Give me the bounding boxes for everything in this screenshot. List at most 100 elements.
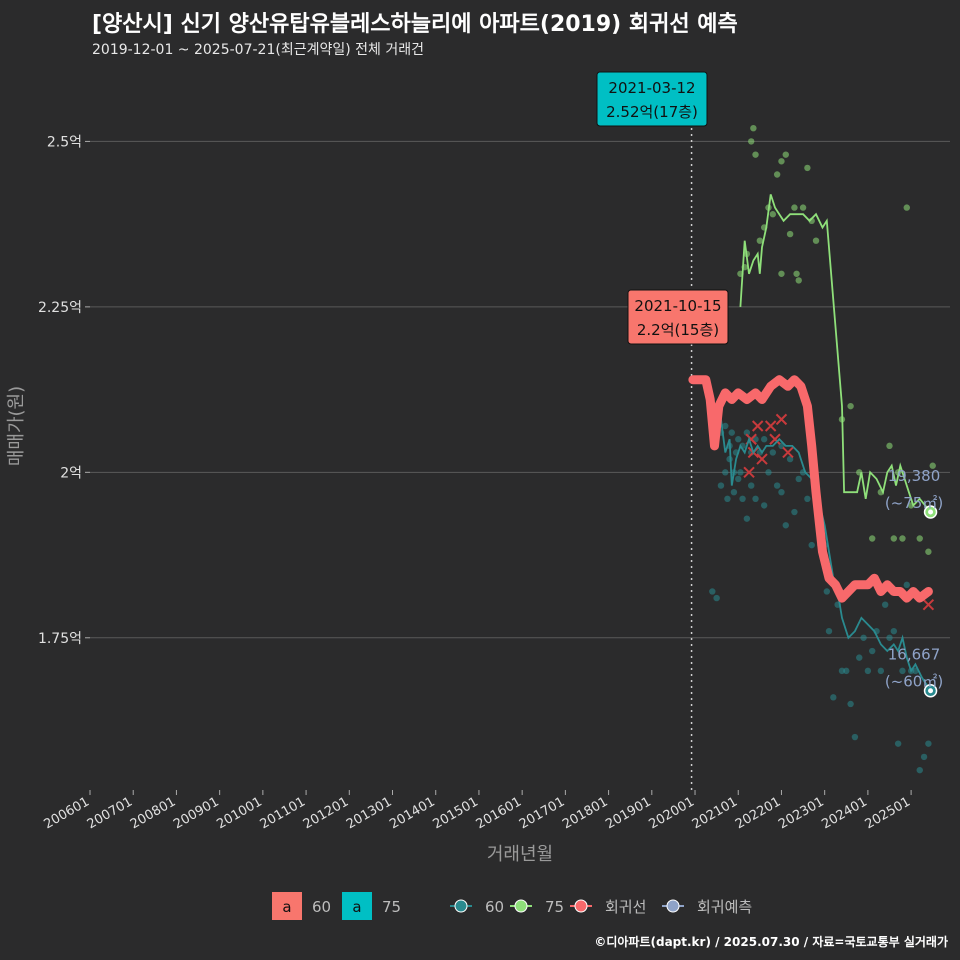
callout-box: [596, 71, 708, 127]
scatter-point-75: [916, 535, 923, 542]
scatter-point-75: [886, 442, 893, 450]
legend-label-key: [272, 892, 302, 920]
scatter-point-60: [722, 469, 729, 476]
scatter-point-75: [778, 270, 785, 277]
legend-label-text: 75: [382, 898, 401, 916]
legend-label-key-text: a: [352, 898, 361, 916]
scatter-point-60: [890, 627, 898, 635]
scatter-point-60: [795, 475, 802, 483]
forecast-size-label: (~60㎡): [885, 673, 943, 691]
regression-cross-mark: [756, 453, 768, 465]
scatter-point-60: [752, 495, 759, 502]
scatter-point-75: [869, 535, 876, 542]
regression-cross-mark: [782, 446, 794, 459]
legend-line-marker: [574, 899, 588, 913]
scatter-point-75: [782, 151, 789, 158]
scatter-point-60: [881, 601, 889, 608]
scatter-point-60: [743, 515, 751, 522]
y-tick-label: 2억: [60, 465, 82, 481]
scatter-point-60: [903, 581, 910, 589]
scatter-point-75: [750, 124, 757, 132]
scatter-point-60: [916, 766, 923, 774]
regression-cross-mark: [751, 420, 764, 432]
scatter-point-75: [799, 204, 807, 211]
y-tick-label: 1.75억: [38, 631, 82, 647]
scatter-point-60: [778, 488, 785, 496]
scatter-point-60: [743, 429, 751, 436]
y-axis-title: 매매가(원): [6, 386, 27, 466]
scatter-point-60: [808, 541, 815, 549]
x-tick-label: 201601: [474, 794, 524, 832]
scatter-point-60: [765, 469, 772, 476]
scatter-point-60: [717, 482, 725, 489]
x-tick-label: 200901: [171, 794, 221, 832]
x-tick-label: 202501: [863, 794, 913, 832]
scatter-point-60: [748, 482, 755, 489]
x-tick-label: 201001: [214, 794, 264, 832]
scatter-point-60: [823, 588, 831, 595]
scatter-point-60: [825, 627, 833, 635]
legend-line-marker: [666, 899, 680, 913]
x-tick-label: 200801: [128, 794, 178, 832]
forecast-end-marker-dot: [928, 509, 934, 515]
scatter-point-60: [735, 475, 742, 483]
scatter-point-60: [730, 488, 738, 496]
regression-cross-mark: [764, 420, 777, 432]
callout-date: 2021-03-12: [608, 79, 695, 97]
scatter-point-75: [812, 237, 820, 244]
y-tick-label: 2.25억: [38, 300, 82, 316]
x-tick-label: 200601: [42, 794, 92, 832]
scatter-point-60: [735, 436, 742, 443]
forecast-end-marker-dot: [928, 688, 934, 694]
scatter-point-60: [869, 647, 876, 655]
regression-cross-mark: [769, 433, 781, 445]
scatter-point-75: [929, 462, 936, 469]
forecast-size-label: (~75㎡): [885, 494, 943, 512]
scatter-point-60: [773, 482, 781, 489]
scatter-point-60: [856, 654, 863, 661]
x-tick-label: 200701: [85, 794, 135, 832]
scatter-point-60: [728, 429, 735, 436]
legend-label-key-text: a: [282, 898, 291, 916]
x-tick-label: 201901: [603, 794, 653, 832]
scatter-point-75: [778, 158, 785, 165]
scatter-point-60: [843, 667, 850, 675]
x-tick-label: 202301: [776, 794, 826, 832]
scatter-point-75: [752, 151, 759, 158]
chart-title: [양산시] 신기 양산유탑유블레스하늘리에 아파트(2019) 회귀선 예측: [92, 12, 738, 37]
chart-subtitle: 2019-12-01 ~ 2025-07-21(최근계약일) 전체 거래건: [92, 42, 424, 58]
legend-label-text: 60: [312, 898, 331, 916]
scatter-point-60: [851, 733, 859, 741]
scatter-point-60: [739, 495, 746, 502]
scatter-point-60: [920, 753, 928, 761]
scatter-point-60: [713, 594, 720, 602]
legend-line-marker: [514, 899, 528, 913]
scatter-point-75: [890, 535, 898, 542]
trend-line-75: [739, 194, 932, 513]
scatter-point-60: [899, 667, 906, 675]
x-tick-label: 202101: [690, 794, 740, 832]
forecast-value-label: 16,667: [888, 646, 941, 664]
scatter-point-60: [782, 522, 789, 529]
scatter-point-60: [804, 495, 811, 502]
scatter-point-75: [795, 277, 802, 284]
callout-price: 2.52억(17층): [606, 103, 698, 121]
scatter-point-75: [899, 535, 906, 542]
callout-box: [627, 289, 729, 345]
regression-cross-mark: [922, 598, 935, 611]
x-tick-label: 201401: [387, 794, 437, 832]
x-tick-label: 201201: [301, 794, 351, 832]
legend-line-text: 75: [545, 898, 564, 916]
x-tick-label: 202001: [647, 794, 697, 832]
scatter-point-75: [791, 204, 798, 211]
regression-cross-mark: [743, 466, 755, 479]
scatter-point-75: [756, 237, 764, 244]
scatter-point-75: [804, 164, 811, 172]
x-tick-label: 201501: [430, 794, 480, 832]
scatter-point-75: [793, 270, 800, 277]
x-tick-label: 201101: [258, 794, 308, 832]
scatter-point-60: [847, 700, 854, 708]
legend-label-key: [342, 892, 372, 920]
regression-cross-mark: [775, 413, 788, 426]
